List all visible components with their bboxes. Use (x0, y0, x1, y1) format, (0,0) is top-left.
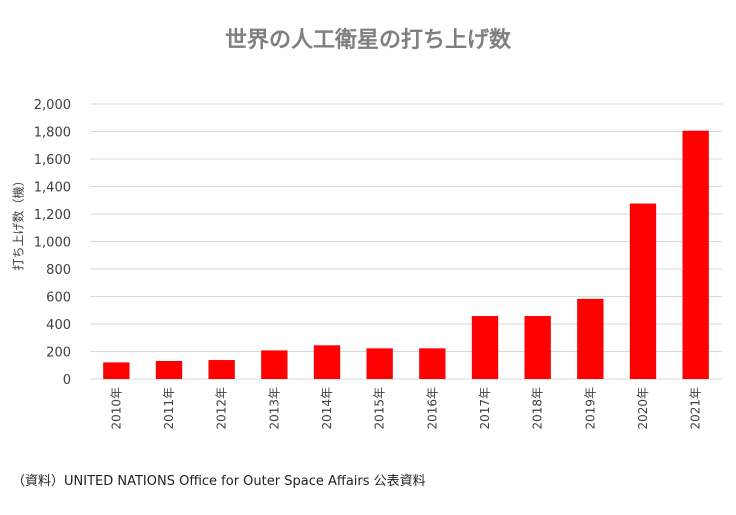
y-tick-label: 800 (46, 263, 71, 278)
x-tick-label: 2012年 (215, 387, 229, 430)
source-note: （資料）UNITED NATIONS Office for Outer Spac… (12, 474, 426, 489)
x-tick-label: 2014年 (320, 387, 334, 430)
bar-2020年 (629, 203, 657, 379)
y-tick-label: 1,200 (34, 208, 71, 223)
x-tick-label: 2018年 (531, 387, 545, 430)
x-tick-label: 2020年 (636, 387, 650, 430)
y-tick-label: 600 (46, 291, 71, 306)
bar-2017年 (471, 316, 499, 379)
bar-2019年 (577, 298, 604, 379)
x-tick-label: 2019年 (583, 387, 597, 430)
bar-2012年 (208, 360, 235, 379)
bar-2015年 (366, 348, 393, 379)
bar-2021年 (682, 130, 709, 379)
x-tick-label: 2016年 (425, 387, 439, 430)
x-tick-label: 2010年 (109, 387, 123, 430)
y-tick-label: 2,000 (34, 98, 71, 113)
y-tick-label: 0 (63, 373, 71, 388)
x-tick-label: 2011年 (162, 387, 176, 430)
bar-2010年 (103, 362, 130, 379)
y-tick-label: 1,800 (34, 126, 71, 141)
y-tick-label: 1,600 (34, 153, 71, 168)
x-tick-label: 2015年 (373, 387, 387, 430)
chart-title: 世界の人工衛星の打ち上げ数 (224, 28, 511, 53)
bar-2011年 (155, 360, 183, 379)
y-tick-label: 1,000 (34, 236, 71, 251)
y-tick-label: 400 (46, 318, 71, 333)
x-tick-label: 2021年 (689, 387, 703, 430)
y-tick-label: 1,400 (34, 181, 71, 196)
bar-2016年 (419, 348, 446, 379)
x-tick-label: 2017年 (478, 387, 492, 430)
x-tick-label: 2013年 (267, 387, 281, 430)
bar-2018年 (524, 316, 551, 379)
bar-2014年 (313, 345, 341, 379)
bar-2013年 (261, 350, 288, 379)
y-tick-label: 200 (46, 346, 71, 361)
